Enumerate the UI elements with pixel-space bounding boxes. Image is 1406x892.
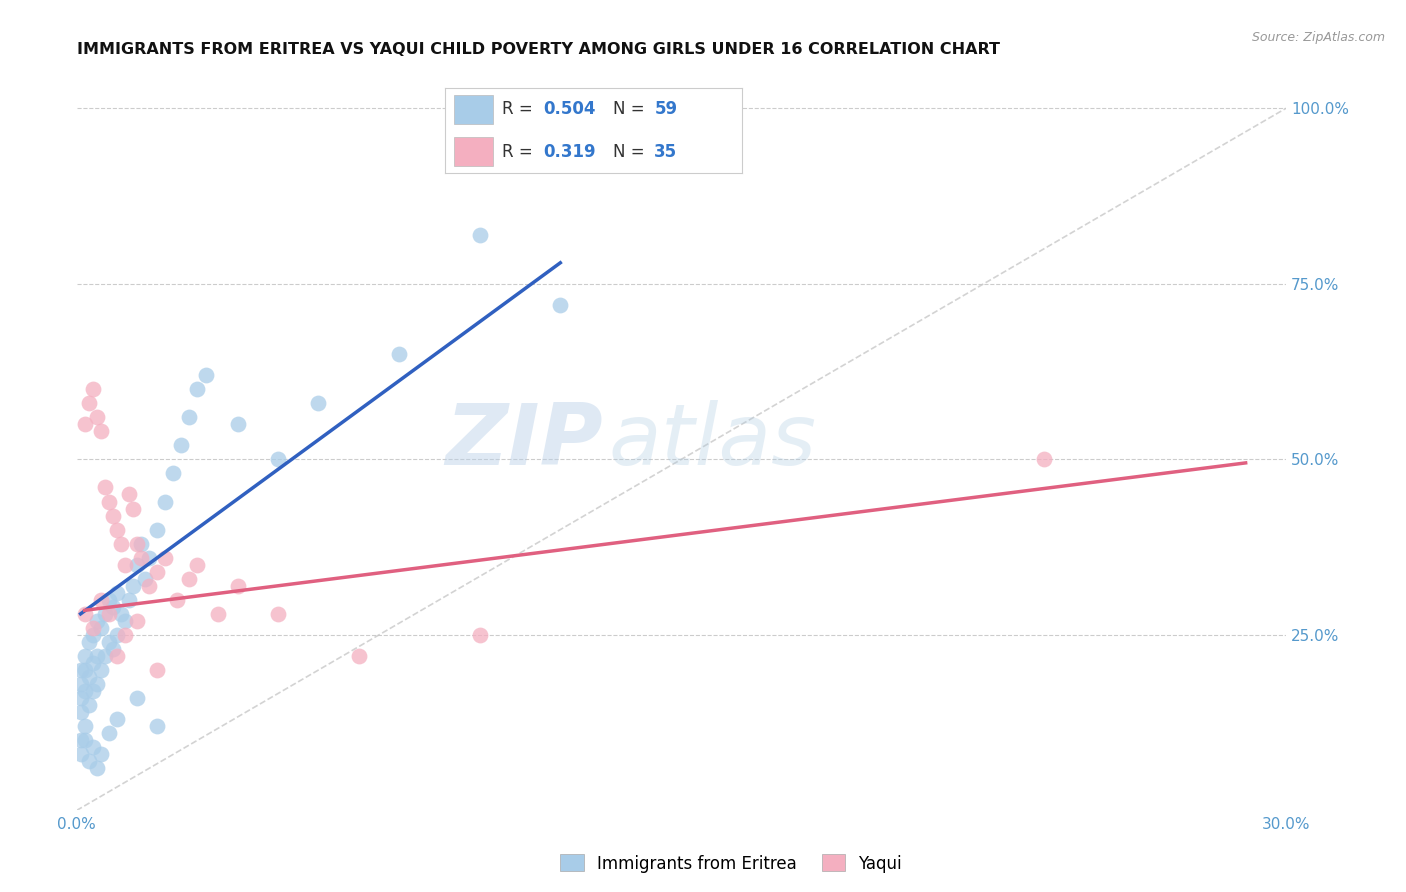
Point — [90, 621, 112, 635]
Point — [82, 621, 104, 635]
Point — [69, 677, 91, 691]
Point — [155, 494, 177, 508]
Point — [468, 227, 491, 242]
Point — [73, 684, 96, 698]
Point — [162, 467, 184, 481]
Point — [146, 565, 169, 579]
Point — [73, 607, 96, 621]
Point — [77, 698, 100, 713]
Point — [125, 691, 148, 706]
Point — [73, 719, 96, 733]
Point — [69, 691, 91, 706]
Point — [97, 494, 120, 508]
Point — [97, 726, 120, 740]
Point — [69, 663, 91, 677]
Legend: Immigrants from Eritrea, Yaqui: Immigrants from Eritrea, Yaqui — [554, 847, 908, 880]
Point — [73, 733, 96, 747]
Point — [86, 677, 108, 691]
Point — [90, 425, 112, 439]
Point — [105, 648, 128, 663]
Point — [90, 747, 112, 762]
Point — [179, 410, 201, 425]
Point — [388, 347, 411, 361]
Point — [73, 663, 96, 677]
Point — [94, 607, 117, 621]
Point — [73, 417, 96, 432]
Point — [82, 684, 104, 698]
Point — [122, 501, 145, 516]
Point — [69, 733, 91, 747]
Point — [90, 592, 112, 607]
Point — [97, 592, 120, 607]
Text: atlas: atlas — [609, 401, 817, 483]
Point — [267, 607, 290, 621]
Point — [186, 558, 208, 572]
Point — [86, 614, 108, 628]
Point — [97, 635, 120, 649]
Point — [129, 536, 152, 550]
Point — [114, 614, 136, 628]
Point — [82, 740, 104, 755]
Point — [69, 705, 91, 719]
Point — [179, 572, 201, 586]
Point — [118, 487, 141, 501]
Point — [170, 438, 193, 452]
Point — [77, 670, 100, 684]
Point — [186, 382, 208, 396]
Point — [122, 579, 145, 593]
Text: IMMIGRANTS FROM ERITREA VS YAQUI CHILD POVERTY AMONG GIRLS UNDER 16 CORRELATION : IMMIGRANTS FROM ERITREA VS YAQUI CHILD P… — [76, 42, 1000, 57]
Point — [90, 663, 112, 677]
Point — [77, 396, 100, 410]
Point — [105, 628, 128, 642]
Point — [347, 648, 370, 663]
Point — [101, 599, 124, 614]
Point — [86, 410, 108, 425]
Point — [307, 396, 329, 410]
Point — [134, 572, 156, 586]
Point — [118, 592, 141, 607]
Point — [82, 382, 104, 396]
Point — [105, 712, 128, 726]
Point — [146, 523, 169, 537]
Point — [69, 747, 91, 762]
Point — [146, 663, 169, 677]
Point — [94, 648, 117, 663]
Point — [77, 635, 100, 649]
Point — [125, 558, 148, 572]
Point — [550, 298, 572, 312]
Point — [73, 648, 96, 663]
Point — [101, 642, 124, 657]
Point — [125, 614, 148, 628]
Point — [146, 719, 169, 733]
Text: ZIP: ZIP — [446, 401, 603, 483]
Point — [138, 550, 160, 565]
Point — [125, 536, 148, 550]
Point — [155, 550, 177, 565]
Point — [94, 480, 117, 494]
Point — [86, 761, 108, 775]
Point — [105, 586, 128, 600]
Point — [110, 536, 132, 550]
Point — [207, 607, 229, 621]
Point — [114, 558, 136, 572]
Point — [101, 508, 124, 523]
Point — [226, 417, 249, 432]
Point — [110, 607, 132, 621]
Point — [86, 648, 108, 663]
Point — [468, 628, 491, 642]
Text: Source: ZipAtlas.com: Source: ZipAtlas.com — [1251, 31, 1385, 45]
Point — [82, 628, 104, 642]
Point — [166, 592, 188, 607]
Point — [138, 579, 160, 593]
Point — [194, 368, 217, 383]
Point — [1033, 452, 1056, 467]
Point — [105, 523, 128, 537]
Point — [97, 607, 120, 621]
Point — [129, 550, 152, 565]
Point — [82, 656, 104, 670]
Point — [267, 452, 290, 467]
Point — [114, 628, 136, 642]
Point — [226, 579, 249, 593]
Point — [77, 754, 100, 768]
